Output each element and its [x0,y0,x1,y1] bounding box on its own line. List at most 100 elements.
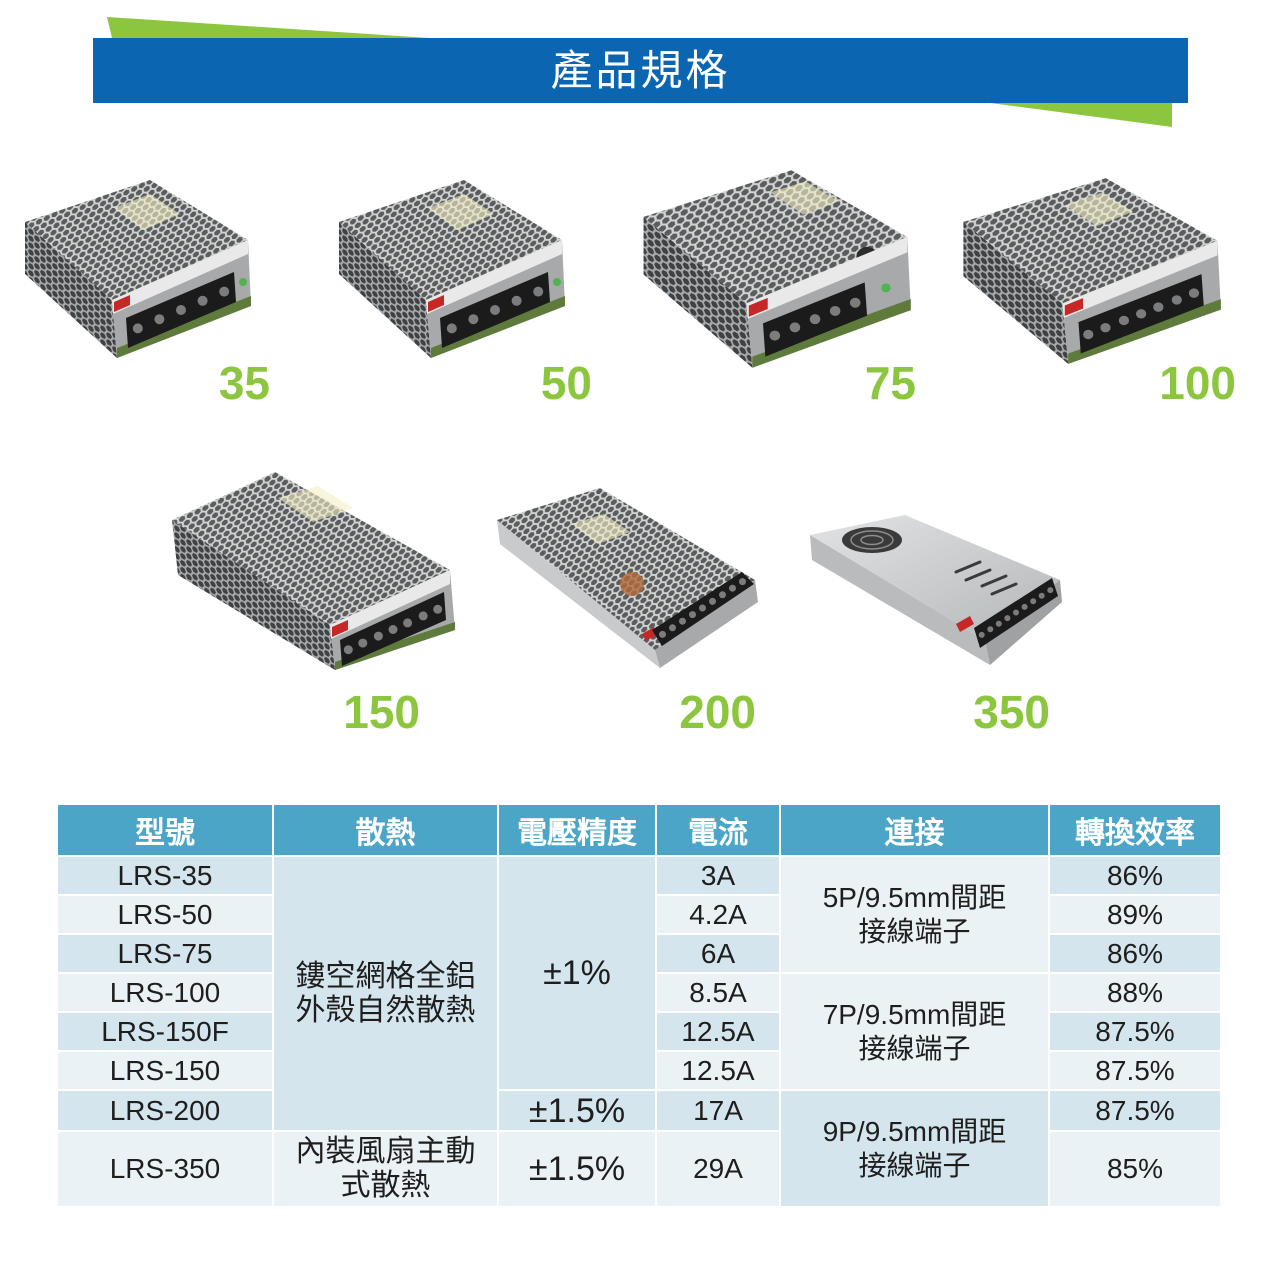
cell-model: LRS-150F [58,1013,272,1050]
psu-side-face [810,535,990,665]
table-row: LRS-100 8.5A 7P/9.5mm間距 接線端子 88% [58,974,1220,1089]
banner-green-accent-right [990,103,1172,127]
psu-brand-label [332,620,348,637]
cell-current: 29A [657,1132,779,1206]
product-label-150: 150 [343,686,420,738]
cell-model: LRS-350 [58,1132,272,1206]
psu-brand-label [1064,298,1084,316]
cell-line: 接線端子 [858,915,971,947]
banner-blue-bar [93,38,1188,103]
psu-side-face [963,221,1069,364]
cell-current: 4.2A [657,896,779,933]
banner-decoration [93,17,1188,127]
cell-connection-7p: 7P/9.5mm間距 接線端子 [781,974,1048,1089]
cell-line: 7P/9.5mm間距 [822,998,1007,1030]
table-row: LRS-150F 12.5A 87.5% [58,1013,1220,1050]
cell-line: 內裝風扇主動 [295,1135,476,1168]
product-image-35 [25,180,251,358]
product-label-35: 35 [218,357,270,409]
led-indicator [553,278,561,286]
product-image-150 [172,472,455,670]
cell-model: LRS-200 [58,1091,272,1130]
psu-label-strip [1062,240,1218,318]
psu-transformer [572,514,630,544]
cell-model: LRS-100 [58,974,272,1011]
product-image-200 [497,488,758,668]
psu-brand-label [956,616,974,632]
psu-front-face [655,580,758,668]
product-image-50 [339,180,565,358]
psu-side-face [25,222,117,358]
product-image-75 [643,170,911,368]
psu-side-face [339,222,431,358]
cell-cooling-fan: 內裝風扇主動 式散熱 [274,1132,497,1206]
cell-current: 6A [657,935,779,972]
cell-efficiency: 87.5% [1050,1091,1220,1130]
cell-line: 9P/9.5mm間距 [822,1115,1007,1147]
cell-efficiency: 85% [1050,1132,1220,1206]
cell-efficiency: 87.5% [1050,1052,1220,1089]
psu-label-strip [746,236,908,319]
product-label-200: 200 [679,686,756,738]
cell-current: 8.5A [657,974,779,1011]
psu-top-mesh [963,178,1218,304]
cell-efficiency: 86% [1050,935,1220,972]
cell-line: 外殼自然散熱 [295,993,476,1027]
psu-side-face [497,520,660,668]
terminal-screws [659,578,746,638]
psu-pcb [1068,299,1221,364]
cell-efficiency: 87.5% [1050,1013,1220,1050]
psu-side-face [172,520,335,670]
cell-current: 12.5A [657,1052,779,1089]
cell-line: 5P/9.5mm間距 [822,881,1007,913]
cell-current: 12.5A [657,1013,779,1050]
cell-model: LRS-75 [58,935,272,972]
terminal-screws [343,604,443,655]
header-model: 型號 [58,805,272,855]
psu-top-mesh [172,472,450,625]
table-row: LRS-350 內裝風扇主動 式散熱 ±1.5% 29A 85% [58,1132,1220,1206]
psu-transformer [1064,192,1134,227]
psu-pcb [335,622,455,670]
psu-label-strip [330,570,450,639]
cell-current: 3A [657,857,779,894]
header-efficiency: 轉換效率 [1050,805,1220,855]
psu-brand-label [428,295,444,312]
terminal-screws [1083,288,1200,340]
psu-top-mesh [339,180,562,300]
cell-efficiency: 86% [1050,857,1220,894]
table-row: LRS-35 鏤空網格全鋁 外殼自然散熱 ±1% 3A 5P/9.5mm間距 接… [58,857,1220,1130]
table-row: LRS-50 4.2A 89% [58,896,1220,933]
cell-line: 接線端子 [858,1149,971,1181]
psu-transformer [770,181,839,215]
product-image-100 [963,178,1221,364]
psu-transformer [428,194,494,230]
product-label-50: 50 [540,357,592,409]
fan-icon [842,527,902,553]
psu-top-mesh [643,170,908,304]
cell-model: LRS-150 [58,1052,272,1089]
cell-efficiency: 88% [1050,974,1220,1011]
product-label-75: 75 [864,357,916,409]
cell-accuracy: ±1.5% [499,1132,655,1206]
product-label-100: 100 [1159,357,1236,409]
psu-transformer [114,194,180,230]
cell-model: LRS-35 [58,857,272,894]
cell-cooling-natural: 鏤空網格全鋁 外殼自然散熱 [274,857,497,1130]
led-indicator [881,283,891,293]
page-title: 產品規格 [550,47,731,94]
led-indicator [239,278,247,286]
cell-line: 鏤空網格全鋁 [295,959,476,993]
header-accuracy: 電壓精度 [499,805,655,855]
cell-line: 接線端子 [858,1032,971,1064]
header-current: 電流 [657,805,779,855]
psu-label-strip [426,240,562,314]
table-row: LRS-150 12.5A 87.5% [58,1052,1220,1089]
cell-connection-9p: 9P/9.5mm間距 接線端子 [781,1091,1048,1206]
terminal-screws [132,286,230,334]
banner-green-accent-left [107,17,430,38]
psu-pcb [117,296,251,358]
spec-table: 型號 散熱 電壓精度 電流 連接 轉換效率 LRS-35 鏤空網格全鋁 外殼自然… [56,803,1222,1208]
psu-transformer [278,486,353,522]
product-label-350: 350 [973,686,1050,738]
